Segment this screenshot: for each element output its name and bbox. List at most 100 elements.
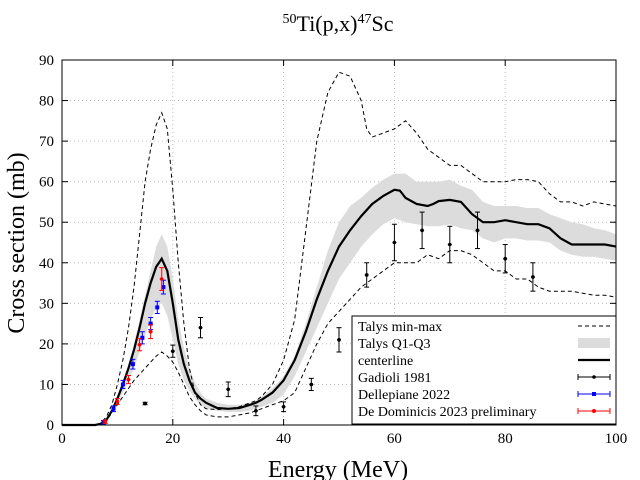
talys-min-line (62, 250, 617, 426)
y-tick-label: 40 (39, 256, 54, 272)
legend-label-dellepiane: Dellepiane 2022 (358, 388, 450, 403)
gadioli-marker (226, 387, 230, 392)
dellepiane-marker (120, 382, 125, 387)
axis-ticks: 0 20 40 60 80 100 0 10 20 30 40 50 60 70 80 90 (39, 53, 627, 447)
y-tick-label: 20 (39, 337, 54, 353)
plot-border (61, 59, 617, 426)
y-tick-label: 60 (39, 175, 54, 191)
legend-label-dedominicis: De Dominicis 2023 preliminary (358, 405, 536, 420)
dedominicis-marker (148, 329, 153, 334)
x-tick-label: 60 (387, 431, 402, 447)
gadioli-marker (198, 325, 203, 330)
dellepiane-point (111, 405, 117, 413)
legend-label-talys-minmax: Talys min-max (358, 320, 442, 335)
gadioli-marker (503, 256, 508, 261)
legend-label-talys-q1q3: Talys Q1-Q3 (358, 337, 431, 352)
legend-label-centerline: centerline (358, 354, 413, 369)
dellepiane-point (154, 300, 160, 314)
title-product: Sc (371, 11, 393, 36)
legend-swatch-gadioli (577, 374, 611, 380)
dellepiane-marker (148, 321, 153, 326)
gadioli-point (419, 211, 425, 250)
title-product-mass: 47 (357, 12, 371, 27)
y-tick-label: 90 (39, 53, 54, 69)
dellepiane-marker (130, 362, 135, 367)
gadioli-point (281, 401, 287, 413)
legend-box (351, 315, 617, 425)
dedominicis-marker (126, 377, 131, 382)
gadioli-point (447, 225, 453, 264)
dellepiane-marker (101, 420, 106, 425)
dellepiane-marker (161, 285, 166, 290)
dedominicis-marker (115, 399, 120, 404)
centerline (62, 188, 617, 427)
dellepiane-point (120, 379, 126, 389)
dedominicis-point (159, 267, 165, 291)
dellepiane-marker (111, 406, 116, 411)
y-tick-label: 80 (39, 94, 54, 110)
gadioli-point (391, 223, 397, 262)
dedominicis-point (148, 324, 154, 340)
x-tick-label: 40 (276, 431, 291, 447)
gadioli-marker (392, 240, 397, 245)
y-axis-title: Cross section (mb) (4, 152, 30, 333)
dedominicis-point (137, 338, 143, 352)
title-base: Ti(p,x) (297, 11, 358, 36)
dedominicis-marker (137, 342, 142, 347)
line-layer (62, 71, 617, 427)
gadioli-point (225, 381, 231, 398)
gadioli-point (198, 317, 203, 339)
dellepiane-point (139, 331, 145, 345)
legend-swatch-dedominicis (577, 408, 611, 414)
gadioli-marker (254, 409, 258, 413)
dedominicis-marker (159, 277, 164, 281)
gadioli-point (364, 262, 370, 288)
gadioli-point (530, 262, 536, 292)
chart-title: 50Ti(p,x)47Sc (283, 11, 394, 36)
gadioli-point (336, 327, 342, 353)
gadioli-point (502, 244, 508, 274)
gadioli-marker (143, 401, 147, 406)
legend-swatch-dellepiane (577, 391, 611, 397)
y-tick-label: 30 (39, 296, 54, 312)
gadioli-point (308, 377, 314, 392)
gadioli-marker (420, 228, 424, 233)
y-tick-label: 10 (39, 377, 54, 393)
gadioli-marker (448, 242, 452, 247)
gadioli-marker (171, 349, 175, 353)
x-tick-label: 20 (165, 431, 180, 447)
gadioli-marker (309, 382, 314, 387)
gadioli-point (475, 211, 480, 250)
dedominicis-point (125, 375, 131, 385)
dellepiane-point (130, 358, 136, 370)
y-tick-label: 50 (39, 215, 54, 231)
gadioli-marker (364, 273, 369, 277)
gadioli-marker (281, 404, 286, 409)
dedominicis-point (102, 419, 108, 424)
y-tick-label: 70 (39, 134, 54, 150)
title-target-mass: 50 (283, 12, 297, 27)
y-tick-label: 0 (47, 418, 55, 434)
x-tick-label: 80 (498, 431, 513, 447)
legend: Talys min-max Talys Q1-Q3 centerline Gad… (351, 315, 617, 425)
x-tick-label: 100 (605, 431, 628, 447)
legend-label-gadioli: Gadioli 1981 (358, 371, 432, 386)
x-tick-label: 0 (58, 431, 66, 447)
dedominicis-marker (103, 419, 108, 424)
dedominicis-point (114, 398, 120, 405)
gadioli-marker (337, 338, 341, 342)
points-layer (101, 211, 536, 426)
dellepiane-marker (140, 335, 145, 340)
dellepiane-marker (155, 305, 160, 310)
gadioli-point (253, 405, 259, 417)
plot-frame (61, 59, 617, 426)
gadioli-marker (475, 228, 480, 233)
gadioli-marker (531, 275, 535, 279)
gadioli-point (170, 344, 176, 358)
x-axis-title: Energy (MeV) (268, 457, 408, 480)
gadioli-point (142, 401, 148, 406)
talys-max-line (62, 71, 617, 426)
legend-swatch-talys-q1q3 (578, 338, 610, 348)
